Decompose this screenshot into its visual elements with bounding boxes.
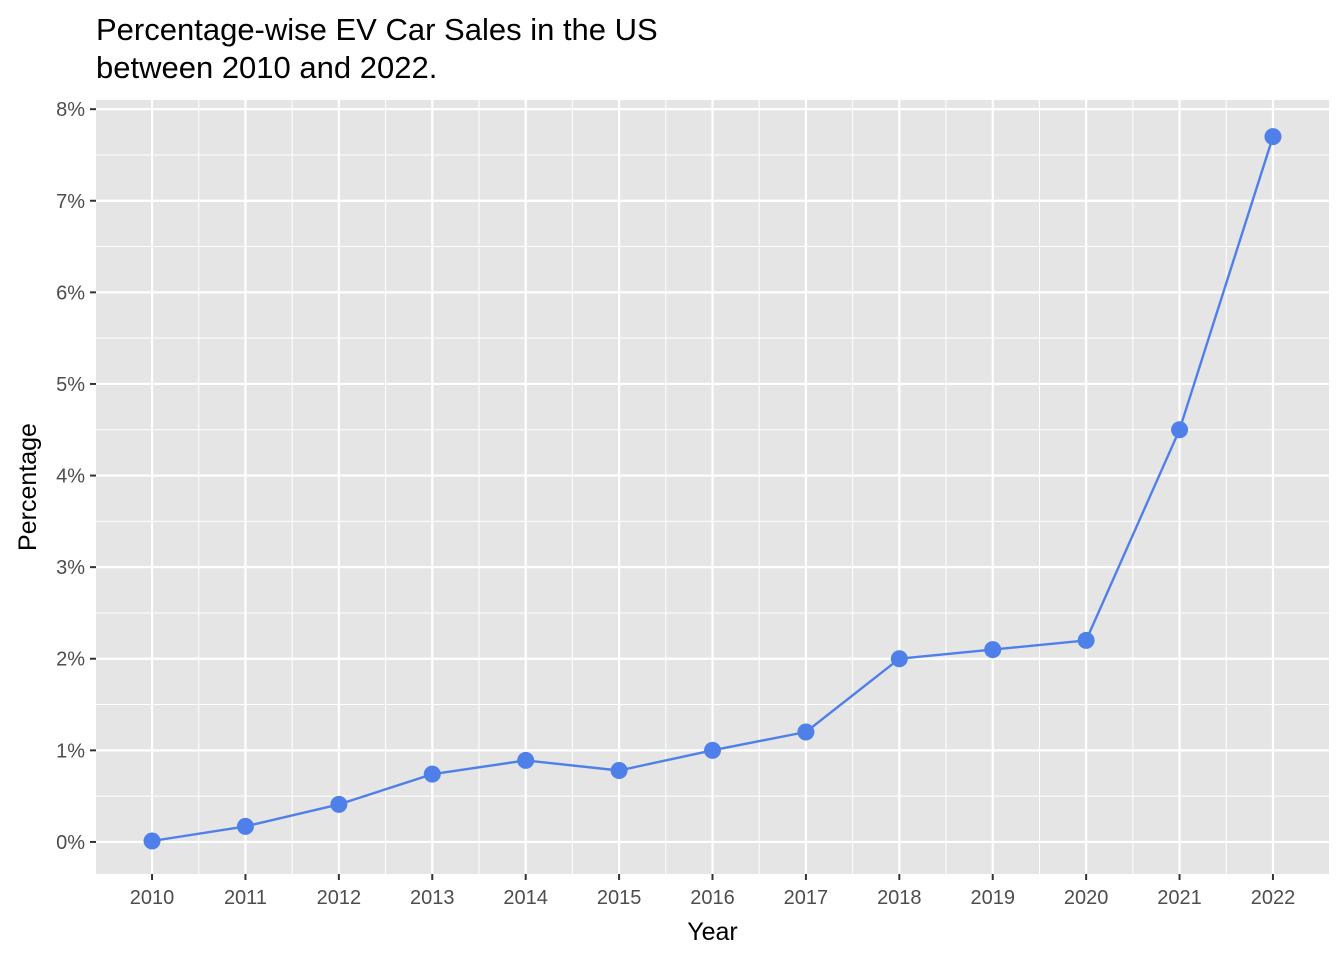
x-tick-label: 2013 <box>410 887 455 909</box>
x-tick-label: 2012 <box>317 887 362 909</box>
data-point <box>704 741 721 759</box>
series-layer <box>143 128 1282 850</box>
y-tick-labels: 0% 1% 2% 3% 4% 5% 6% 7% 8% <box>56 99 85 854</box>
data-point <box>236 817 254 835</box>
data-point <box>423 765 441 783</box>
x-tick-label: 2019 <box>970 887 1015 909</box>
y-tick-label: 0% <box>56 832 85 854</box>
x-axis-label: Year <box>687 918 738 946</box>
data-point <box>984 641 1002 659</box>
x-tick-labels: 2010 2011 2012 2013 2014 2015 2016 2017 2018 2019… <box>130 887 1295 909</box>
x-tick-label: 2017 <box>784 887 829 909</box>
y-tick-label: 2% <box>56 649 85 671</box>
data-point <box>143 832 161 850</box>
x-tick-label: 2018 <box>877 887 922 909</box>
x-tick-label: 2020 <box>1064 887 1109 909</box>
data-point <box>517 751 535 769</box>
data-point <box>1264 128 1282 146</box>
x-tick-label: 2022 <box>1251 887 1296 909</box>
data-point <box>1171 421 1189 439</box>
y-tick-label: 3% <box>56 557 85 579</box>
x-tick-label: 2011 <box>224 887 267 909</box>
chart-title-line-2: between 2010 and 2022. <box>96 50 438 85</box>
data-point <box>797 723 815 741</box>
x-tick-label: 2010 <box>130 887 175 909</box>
chart-title-line-1: Percentage-wise EV Car Sales in the US <box>96 12 658 47</box>
y-tick-label: 6% <box>56 282 85 304</box>
y-tick-label: 5% <box>56 374 85 396</box>
data-point <box>890 650 908 668</box>
y-axis-label: Percentage <box>14 423 42 551</box>
y-tick-label: 8% <box>56 99 85 121</box>
x-tick-label: 2016 <box>690 887 735 909</box>
x-tick-label: 2021 <box>1157 887 1202 909</box>
data-point <box>610 761 628 779</box>
axis-ticks <box>90 108 1274 880</box>
data-point <box>330 795 348 813</box>
y-tick-label: 4% <box>56 466 85 488</box>
data-point <box>1077 631 1095 649</box>
y-tick-label: 7% <box>56 191 85 213</box>
y-tick-label: 1% <box>56 740 85 762</box>
x-tick-label: 2014 <box>503 887 548 909</box>
x-tick-label: 2015 <box>597 887 642 909</box>
